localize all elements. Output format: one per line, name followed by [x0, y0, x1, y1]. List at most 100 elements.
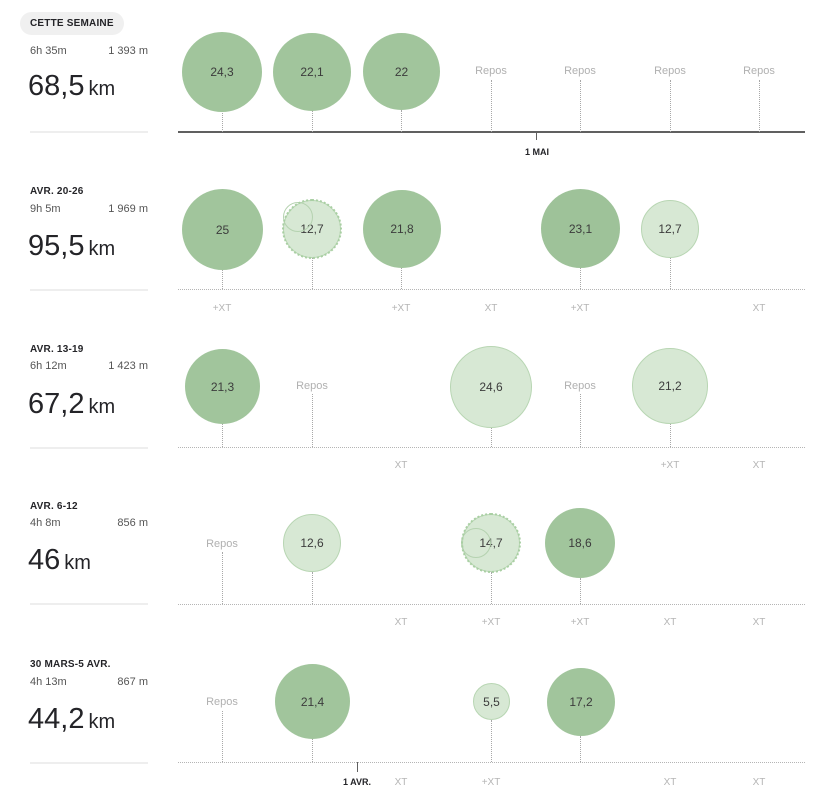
- week-distance: 46 km: [28, 544, 91, 577]
- week-distance: 68,5 km: [28, 70, 115, 103]
- rest-day-label: Repos: [564, 65, 596, 77]
- month-tick: [536, 132, 537, 140]
- week-row: CETTE SEMAINE 6h 35m 1 393 m 68,5 km 24,3…: [0, 0, 839, 158]
- cross-training-label: +XT: [660, 460, 680, 471]
- week-summary[interactable]: 30 MARS-5 AVR. 4h 13m 867 m 44,2 km: [0, 632, 170, 790]
- week-label: AVR. 20-26: [30, 186, 84, 197]
- run-bubble-value: 12,7: [300, 222, 324, 236]
- week-summary[interactable]: CETTE SEMAINE 6h 35m 1 393 m 68,5 km: [0, 0, 170, 158]
- week-distance-value: 44,2: [28, 703, 85, 735]
- week-time: 9h 5m: [30, 203, 61, 215]
- week-time: 6h 12m: [30, 360, 67, 372]
- day-stem: [312, 739, 313, 762]
- day-stem: [222, 421, 223, 447]
- day-stem: [312, 256, 313, 289]
- day-stem: [401, 266, 402, 289]
- week-row: AVR. 20-26 9h 5m 1 969 m 95,5 km 25 12,7 …: [0, 158, 839, 316]
- run-bubble[interactable]: 12,6: [283, 514, 341, 572]
- run-bubble[interactable]: 22: [363, 33, 440, 110]
- week-divider: [30, 289, 148, 291]
- week-row: AVR. 13-19 6h 12m 1 423 m 67,2 km 21,3 Re…: [0, 316, 839, 474]
- week-baseline: [178, 447, 805, 448]
- week-label: 30 MARS-5 AVR.: [30, 659, 111, 670]
- week-distance-unit: km: [88, 78, 116, 100]
- week-distance-value: 67,2: [28, 388, 85, 420]
- week-row: AVR. 6-12 4h 8m 856 m 46 km Repos 12,6 14…: [0, 474, 839, 632]
- day-stem: [580, 578, 581, 604]
- run-bubble[interactable]: 14,7: [461, 513, 521, 573]
- week-distance: 95,5 km: [28, 230, 115, 263]
- week-summary[interactable]: AVR. 20-26 9h 5m 1 969 m 95,5 km: [0, 158, 170, 316]
- current-week-badge: CETTE SEMAINE: [20, 12, 124, 35]
- rest-day-label: Repos: [564, 380, 596, 392]
- day-stem: [670, 80, 671, 132]
- run-bubble[interactable]: 24,3: [182, 32, 262, 112]
- week-distance-value: 68,5: [28, 70, 85, 102]
- day-stem: [312, 572, 313, 604]
- rest-day-label: Repos: [654, 65, 686, 77]
- week-distance-unit: km: [88, 396, 116, 418]
- run-bubble[interactable]: 23,1: [541, 189, 620, 268]
- month-marker: 1 MAI: [524, 147, 550, 157]
- rest-day-label: Repos: [206, 696, 238, 708]
- day-stem: [580, 394, 581, 447]
- day-stem: [670, 423, 671, 447]
- run-bubble[interactable]: 21,2: [632, 348, 708, 424]
- week-divider: [30, 762, 148, 764]
- day-stem: [222, 711, 223, 762]
- week-divider: [30, 447, 148, 449]
- week-elevation: 1 423 m: [108, 360, 148, 372]
- month-tick: [357, 762, 358, 772]
- day-stem: [580, 80, 581, 132]
- week-summary[interactable]: AVR. 13-19 6h 12m 1 423 m 67,2 km: [0, 316, 170, 474]
- week-time: 4h 13m: [30, 676, 67, 688]
- run-bubble[interactable]: 12,7: [282, 199, 342, 259]
- week-label: AVR. 13-19: [30, 344, 84, 355]
- week-elevation: 1 969 m: [108, 203, 148, 215]
- cross-training-label: XT: [752, 303, 766, 314]
- run-bubble-value: 14,7: [479, 536, 503, 550]
- cross-training-label: XT: [394, 617, 408, 628]
- run-bubble[interactable]: 17,2: [547, 668, 615, 736]
- run-bubble[interactable]: 21,3: [185, 349, 260, 424]
- week-baseline: [178, 604, 805, 605]
- day-stem: [222, 266, 223, 289]
- cross-training-label: XT: [752, 777, 766, 788]
- run-bubble[interactable]: 22,1: [273, 33, 351, 111]
- run-bubble[interactable]: 21,4: [275, 664, 350, 739]
- run-bubble[interactable]: 25: [182, 189, 263, 270]
- cross-training-label: XT: [663, 777, 677, 788]
- run-bubble[interactable]: 24,6: [450, 346, 532, 428]
- week-distance-unit: km: [88, 711, 116, 733]
- week-distance-value: 46: [28, 544, 61, 576]
- rest-day-label: Repos: [475, 65, 507, 77]
- rest-day-label: Repos: [743, 65, 775, 77]
- day-stem: [491, 426, 492, 447]
- week-label: AVR. 6-12: [30, 501, 78, 512]
- cross-training-label: +XT: [570, 303, 590, 314]
- nested-run-ring: [461, 528, 491, 558]
- day-stem: [222, 110, 223, 132]
- nested-run-ring: [283, 202, 313, 232]
- week-elevation: 867 m: [117, 676, 148, 688]
- day-stem: [491, 80, 492, 132]
- day-stem: [670, 256, 671, 289]
- day-stem: [401, 110, 402, 132]
- week-baseline: [178, 289, 805, 290]
- week-elevation: 856 m: [117, 517, 148, 529]
- rest-day-label: Repos: [296, 380, 328, 392]
- cross-training-label: XT: [394, 460, 408, 471]
- run-bubble[interactable]: 12,7: [641, 200, 699, 258]
- run-bubble[interactable]: 18,6: [545, 508, 615, 578]
- run-bubble[interactable]: 21,8: [363, 190, 441, 268]
- cross-training-label: XT: [752, 460, 766, 471]
- week-summary[interactable]: AVR. 6-12 4h 8m 856 m 46 km: [0, 474, 170, 632]
- day-stem: [312, 110, 313, 132]
- run-bubble[interactable]: 5,5: [473, 683, 510, 720]
- day-stem: [222, 552, 223, 604]
- day-stem: [312, 394, 313, 447]
- cross-training-label: +XT: [481, 617, 501, 628]
- rest-day-label: Repos: [206, 538, 238, 550]
- cross-training-label: +XT: [570, 617, 590, 628]
- week-time: 4h 8m: [30, 517, 61, 529]
